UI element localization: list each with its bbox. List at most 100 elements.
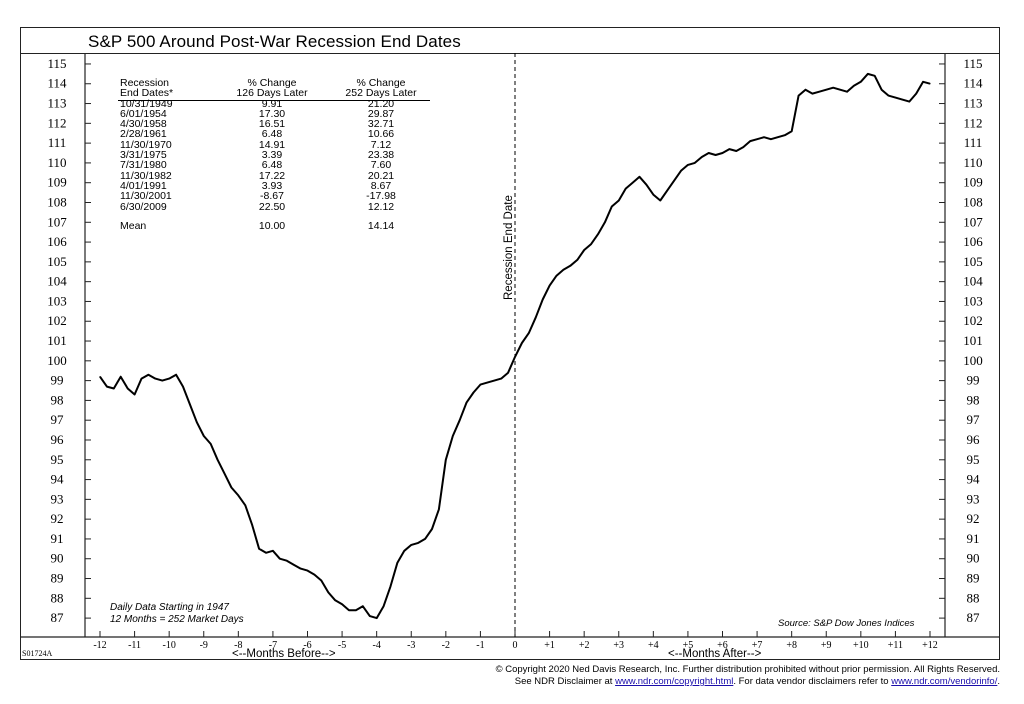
sp500-point [424,538,426,540]
y-tick-label-right: 90 [967,551,980,566]
table-row-cell: 6/30/2009 [120,200,167,213]
sp500-point [562,269,565,271]
sp500-point [728,148,731,150]
y-tick-label-right: 105 [963,254,983,269]
sp500-point [383,605,385,607]
sp500-point [189,403,191,405]
table-row-cell: 17.30 [258,107,286,120]
x-tick-label: +6 [717,640,728,651]
table-row-cell: 10.66 [367,128,395,141]
sp500-point [839,89,841,91]
data-note-line1: Daily Data Starting in 1947 [110,602,229,613]
y-tick-label-right: 110 [963,155,982,170]
disclaimer-line: See NDR Disclaimer at www.ndr.com/copyri… [496,676,1000,688]
sp500-point [618,199,620,202]
sp500-point [445,459,447,461]
table-header-row-cell: 126 Days Later [236,87,308,100]
disclaimer-text-1: See NDR Disclaimer at [514,676,616,687]
y-tick-label-right: 91 [967,531,980,546]
y-tick-label-right: 95 [967,452,980,467]
table-row-cell: 6.48 [261,159,283,172]
sp500-point [791,130,793,132]
sp500-point [389,585,392,588]
y-tick-label-right: 109 [963,175,983,190]
table-row-cell: 7/31/1980 [120,159,167,172]
y-tick-label-left: 106 [47,234,67,249]
x-tick-label: +5 [683,640,694,651]
y-tick-label-left: 87 [51,610,65,625]
sp500-point [306,570,309,572]
sp500-point [327,591,329,594]
y-tick-label-right: 88 [967,590,980,605]
y-tick-label-right: 101 [963,333,983,348]
table-row-cell: 14.91 [258,138,286,151]
sp500-point [313,574,315,576]
sp500-point [929,83,931,85]
sp500-point [265,552,267,554]
vendorinfo-link[interactable]: www.ndr.com/vendorinfo/ [891,676,998,687]
sp500-point [853,85,855,87]
title-divider [20,53,1000,54]
sp500-point [777,136,779,138]
sp500-point [915,93,917,95]
table-row-cell: 6/01/1954 [120,107,167,120]
sp500-point [300,568,302,570]
sp500-point [99,376,101,378]
copyright-line: © Copyright 2020 Ned Davis Research, Inc… [495,664,1000,675]
x-tick-label: +7 [752,640,763,651]
table-row-cell: 11/30/1970 [120,138,172,151]
sp500-point [715,154,717,156]
x-tick-label: +4 [648,640,659,651]
table-header-underline [118,100,430,101]
source-note: Source: S&P Dow Jones Indices [778,618,915,629]
sp500-point [597,233,599,235]
table-header-row-cell: End Dates* [120,87,174,100]
x-tick-label: -8 [234,640,242,651]
table-row-cell: 11/30/2001 [120,190,172,203]
y-tick-label-right: 99 [967,373,980,388]
sp500-point [355,609,357,611]
sp500-point [694,162,696,164]
sp500-point [500,378,502,380]
sp500-point [182,386,184,388]
x-tick-label: +9 [821,640,832,651]
x-tick-label: -7 [269,640,277,651]
sp500-point [784,134,786,136]
y-tick-label-left: 115 [47,56,66,71]
sp500-point [251,524,253,526]
table-row-cell: -8.67 [260,190,284,203]
sp500-point [535,316,537,318]
sp500-point [466,401,468,403]
table-row-cell: 4/01/1991 [120,179,167,192]
y-tick-label-right: 96 [967,432,981,447]
table-header-row-cell: 252 Days Later [345,87,417,100]
y-tick-label-left: 99 [51,373,64,388]
sp500-point [638,176,641,178]
sp500-point [120,376,122,378]
sp500-point [874,75,876,77]
sp500-point [887,95,890,97]
y-tick-label-left: 88 [51,590,64,605]
sp500-point [154,378,156,380]
y-tick-label-right: 112 [963,115,982,130]
sp500-point [645,184,648,186]
sp500-point [749,140,751,142]
copyright-link[interactable]: www.ndr.com/copyright.html [615,676,734,687]
sp500-point [687,164,689,166]
x-tick-label: -2 [442,640,450,651]
sp500-point [708,152,710,154]
sp500-point [735,150,737,152]
sp500-point [673,180,675,182]
sp500-point [161,380,163,382]
sp500-point [134,393,136,396]
table-row-cell: 9.91 [261,97,283,110]
sp500-point [147,374,149,376]
sp500-point [210,443,212,445]
x-tick-label: +11 [888,640,903,651]
chart-frame [20,27,1000,660]
sp500-point [376,617,378,619]
sp500-point [403,550,405,552]
table-row-cell: 21.20 [367,97,395,110]
sp500-point [590,243,592,245]
x-tick-label: -3 [407,640,415,651]
